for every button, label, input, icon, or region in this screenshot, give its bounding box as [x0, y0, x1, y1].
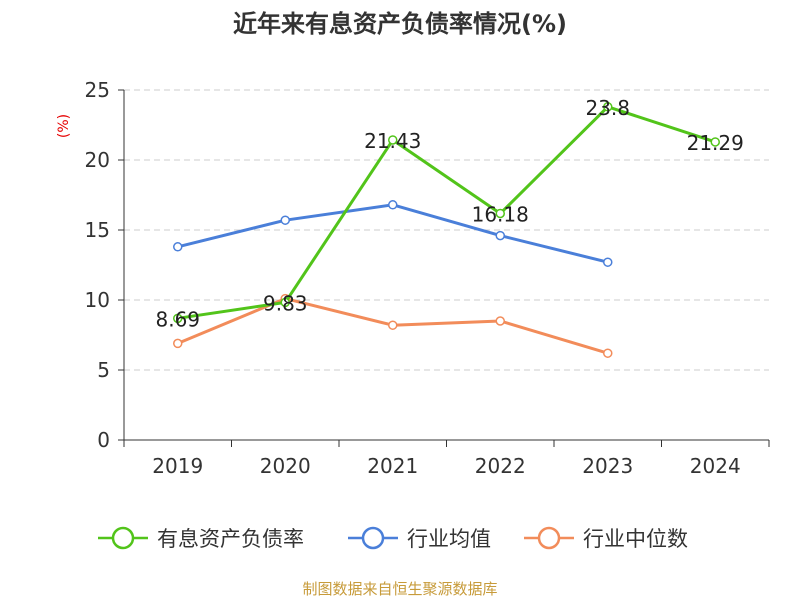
y-tick-label: 10	[85, 288, 110, 312]
data-point	[388, 200, 398, 210]
series-line-1	[177, 203, 609, 264]
data-point	[495, 316, 505, 326]
data-label: 16.18	[472, 202, 529, 226]
legend-label: 行业均值	[407, 527, 491, 551]
legend-item[interactable]: 行业均值	[348, 526, 491, 551]
legend-marker	[111, 526, 135, 550]
y-tick-label: 15	[85, 218, 110, 242]
y-tick-label: 5	[97, 358, 110, 382]
legend-marker	[361, 526, 385, 550]
y-tick-label: 25	[85, 78, 110, 102]
legend[interactable]: 有息资产负债率 行业均值 行业中位数	[98, 526, 688, 551]
legend-marker	[537, 526, 561, 550]
y-tick-label: 20	[85, 148, 110, 172]
data-point	[173, 338, 183, 349]
x-tick-label: 2022	[475, 454, 526, 478]
data-labels: 8.69 9.83 21.43 16.18 23.8 21.29	[155, 96, 743, 332]
data-point	[603, 348, 613, 358]
data-point	[603, 102, 613, 112]
y-axis-label: (%)	[56, 114, 72, 138]
data-label: 8.69	[155, 307, 200, 331]
source-note: 制图数据来自恒生聚源数据库	[302, 580, 497, 598]
data-point	[280, 215, 290, 225]
series-lines	[173, 102, 720, 358]
x-tick-label: 2019	[152, 454, 203, 478]
x-tick-label: 2024	[690, 454, 741, 478]
data-label: 21.29	[687, 131, 744, 155]
data-point	[173, 242, 183, 252]
data-point	[280, 297, 290, 308]
data-point	[173, 313, 183, 324]
data-label: 21.43	[364, 129, 421, 153]
grid-lines	[124, 89, 769, 371]
legend-label: 有息资产负债率	[157, 527, 304, 551]
x-tick-label: 2021	[367, 454, 418, 478]
data-point	[710, 137, 720, 147]
legend-item[interactable]: 行业中位数	[524, 526, 688, 551]
chart-title: 近年来有息资产负债率情况(%)	[233, 10, 567, 38]
data-point	[603, 257, 613, 267]
y-tick-label: 0	[97, 428, 110, 452]
data-point	[388, 320, 398, 330]
legend-label: 行业中位数	[583, 527, 688, 551]
data-label: 23.8	[585, 96, 630, 120]
series-line-0	[177, 105, 716, 320]
axes: 0 5 10 15 20 25 2019 2020 2021 2022 2023 2024	[85, 78, 770, 478]
data-point	[495, 208, 505, 219]
data-point	[495, 230, 505, 241]
data-point	[388, 135, 398, 145]
legend-item[interactable]: 有息资产负债率	[98, 526, 304, 551]
x-tick-label: 2020	[260, 454, 311, 478]
x-tick-label: 2023	[582, 454, 633, 478]
data-label: 9.83	[263, 291, 308, 315]
